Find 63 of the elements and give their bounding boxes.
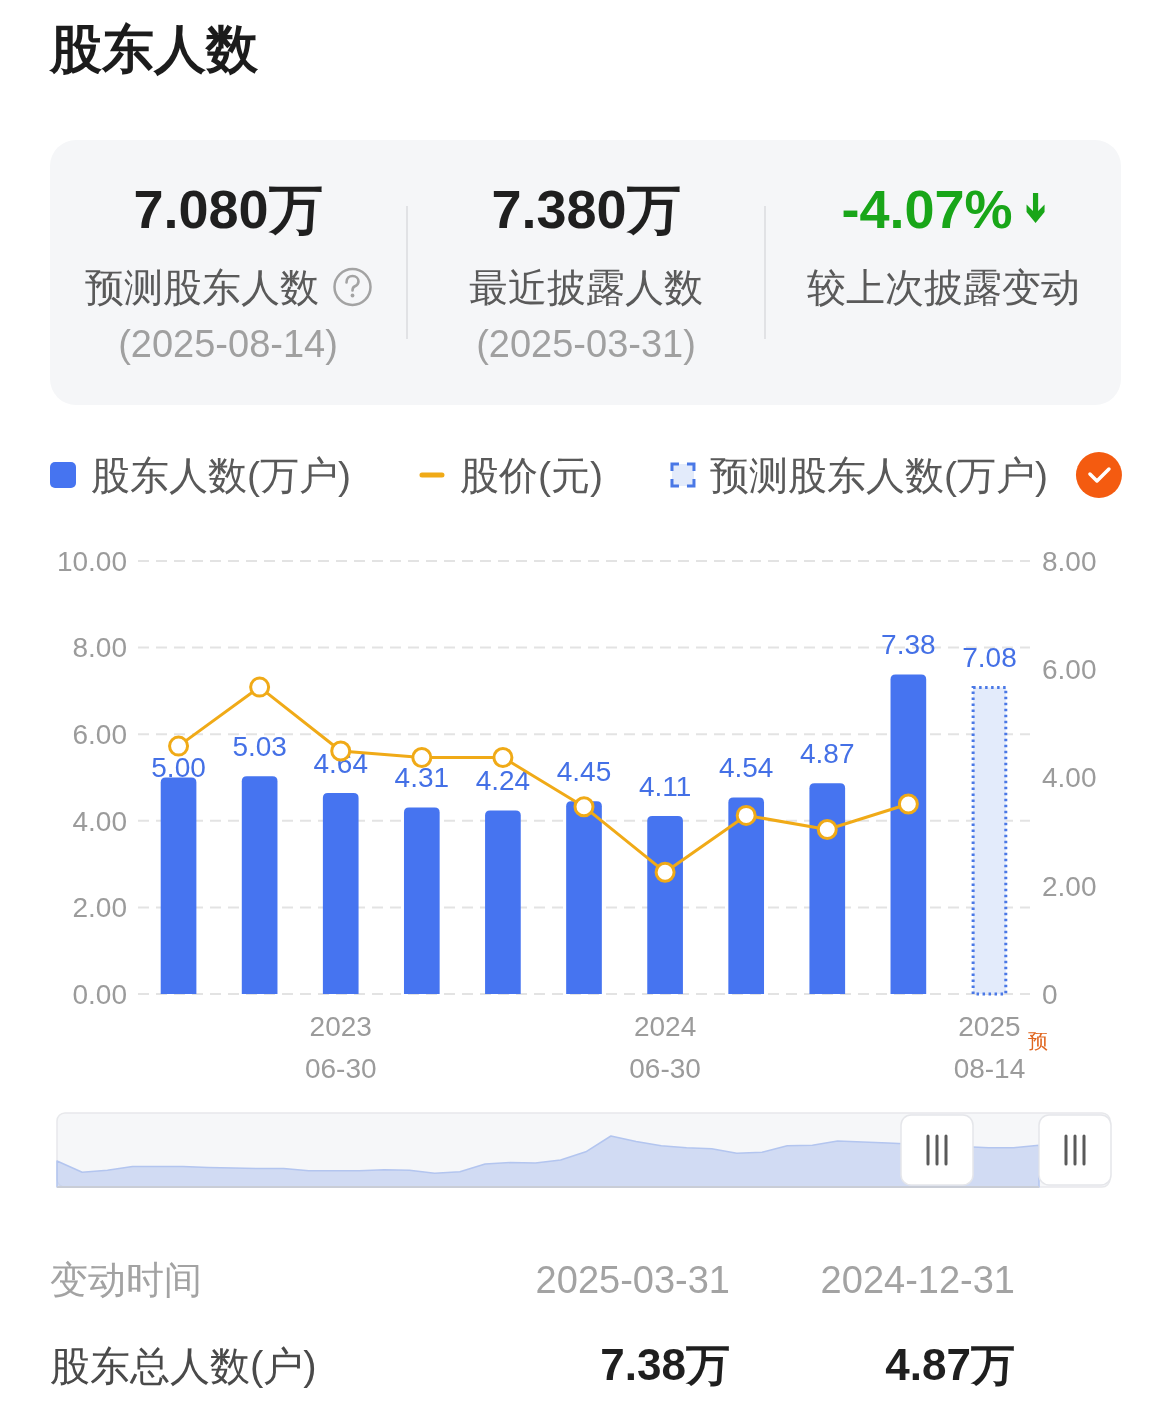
bar [160,777,197,994]
bar [890,674,927,994]
data-label: 4.87 [800,738,855,770]
text: 7.080万 [133,179,323,239]
data-label: 5.03 [232,731,287,763]
y-tick-label: 0.00 [72,978,127,1010]
text: 预 [1028,1030,1049,1052]
y2-tick-label: 4.00 [1042,762,1097,794]
text: 2025-03-31 [535,1259,730,1301]
point [492,746,514,768]
bar [809,783,846,994]
y2-tick-label: 8.00 [1042,545,1097,577]
text: 较上次披露变动 [806,266,1080,309]
text: 变动时间 [50,1259,202,1301]
data-label: 4.24 [475,765,531,797]
bar [241,776,278,994]
text: (2025-08-14) [118,323,338,365]
point [816,818,838,840]
data-label: 5.00 [151,752,206,783]
text: 股东人数 [48,20,259,78]
data-label: 4.45 [556,756,612,788]
text: 4.87万 [885,1340,1015,1389]
bar [485,810,521,994]
y-tick-label: 10.00 [56,545,127,577]
point [249,676,271,698]
legend-label: 股东人数(万户) [91,453,351,497]
point [897,793,919,815]
y-tick-label: 6.00 [72,719,127,750]
data-label: 7.08 [962,642,1017,674]
bar [728,797,765,994]
text: (2025-03-31) [476,323,696,365]
text: 预测股东人数 [84,266,319,309]
bar [566,801,602,994]
point [168,735,190,757]
text: 股东总人数(户) [50,1344,317,1388]
data-label: 4.31 [394,762,450,794]
y2-tick-label: 2.00 [1042,870,1097,902]
y-tick-label: 2.00 [72,892,127,924]
legend-label: 预测股东人数(万户) [709,453,1048,497]
point [411,746,433,768]
legend-label: 股价(元) [459,453,603,497]
bar [647,816,683,994]
x-tick-label: 2025 08-14 [953,1011,1026,1084]
y2-tick-label: 6.00 [1042,654,1097,686]
text: 7.38万 [600,1340,730,1389]
text: 7.380万 [491,179,681,239]
point [573,796,595,818]
y-tick-label: 8.00 [72,632,127,664]
bar [403,807,440,994]
text: 2024-12-31 [820,1259,1015,1301]
x-tick-label: 2023 06-30 [304,1011,377,1084]
point [654,861,676,883]
y2-tick-label: 0 [1042,978,1058,1010]
data-label: 4.11 [638,771,692,803]
text: -4.07% [841,179,1013,239]
bar [971,685,1008,996]
text: 最近披露人数 [469,266,703,309]
y-tick-label: 4.00 [72,805,127,837]
data-label: 7.38 [881,629,936,661]
bar [322,793,359,994]
point [735,804,757,826]
data-label: 4.54 [718,752,774,784]
x-tick-label: 2024 06-30 [629,1011,701,1084]
